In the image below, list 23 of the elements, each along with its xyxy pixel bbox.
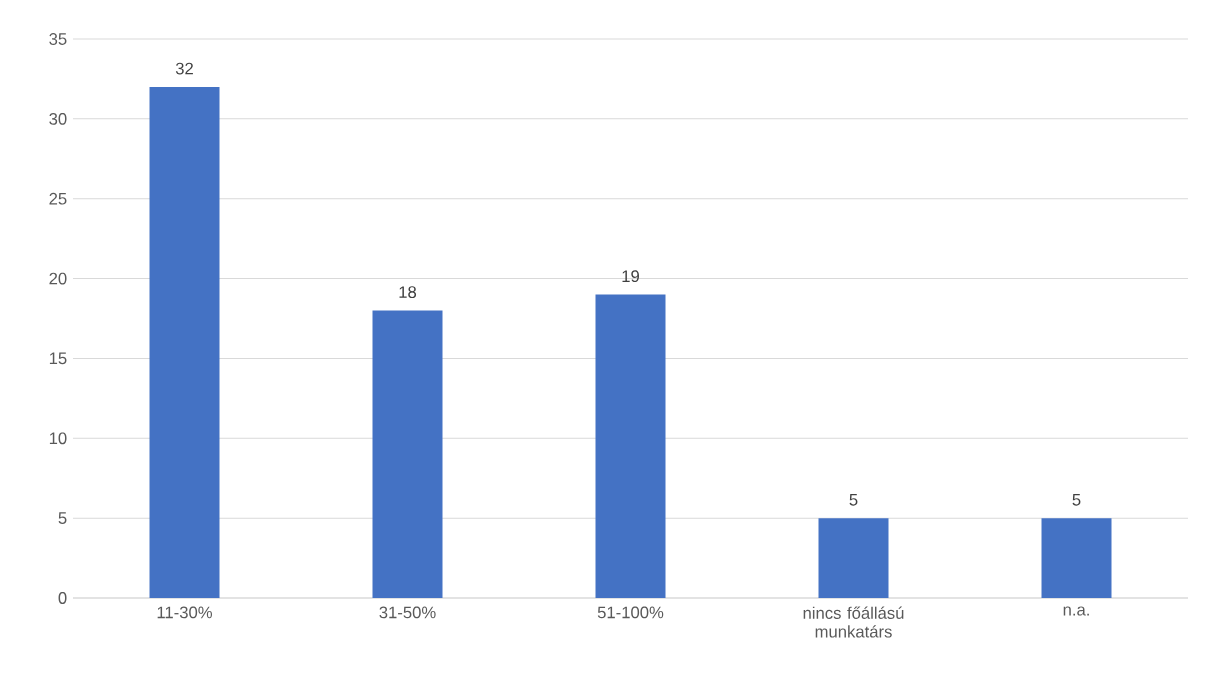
bar xyxy=(149,86,220,598)
bar xyxy=(372,310,443,598)
bar xyxy=(595,294,666,598)
bar xyxy=(818,518,889,598)
x-tick-label: 51-100% xyxy=(597,606,664,619)
y-tick-label: 30 xyxy=(49,112,67,125)
data-label: 18 xyxy=(399,286,417,299)
x-tick-label: nincs főállású munkatárs xyxy=(803,606,904,638)
y-tick-label: 25 xyxy=(49,192,67,205)
y-tick-label: 35 xyxy=(49,33,67,45)
y-tick-label: 10 xyxy=(49,432,67,445)
y-tick-label: 5 xyxy=(58,512,67,524)
y-tick-label: 20 xyxy=(49,272,67,285)
y-tick-label: 15 xyxy=(49,352,67,365)
data-label: 5 xyxy=(1072,494,1081,506)
y-tick-label: 0 xyxy=(58,592,67,604)
data-label: 5 xyxy=(849,494,858,506)
data-label: 19 xyxy=(622,270,639,283)
bar xyxy=(1041,518,1112,598)
x-tick-label: n.a. xyxy=(1063,606,1089,616)
x-tick-label: 11-30% xyxy=(157,606,212,619)
x-tick-label: 31-50% xyxy=(379,606,436,619)
data-label: 32 xyxy=(175,62,193,75)
